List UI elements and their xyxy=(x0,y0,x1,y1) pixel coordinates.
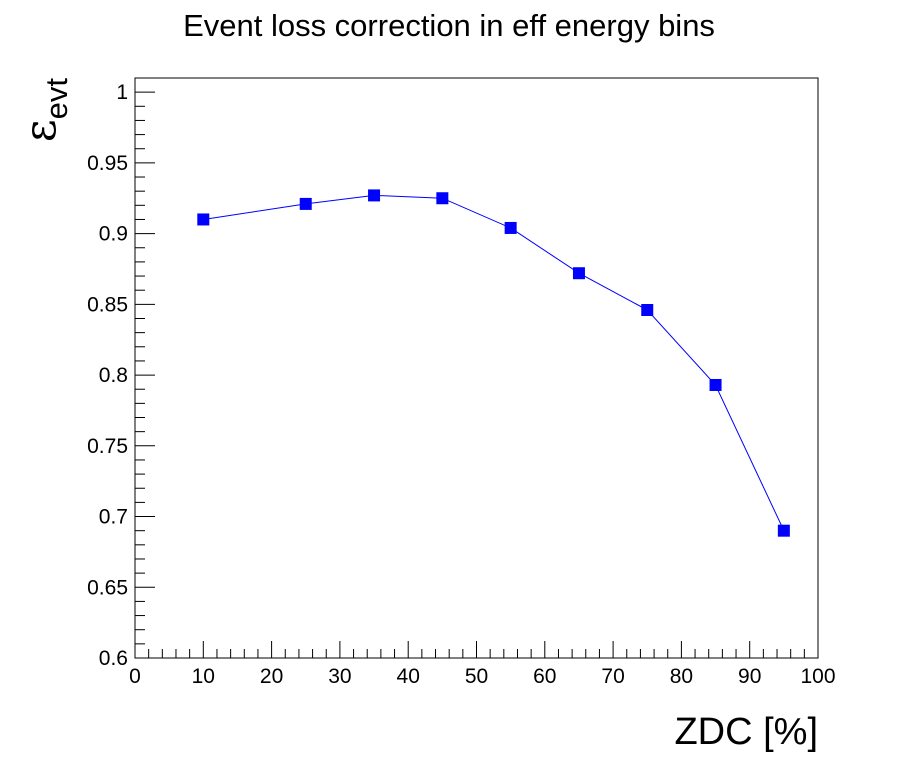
y-tick-label: 0.75 xyxy=(87,435,128,458)
y-tick-label: 0.65 xyxy=(87,576,128,599)
data-point xyxy=(777,524,790,537)
data-point xyxy=(504,221,517,234)
y-axis-label-symbol: ε xyxy=(15,119,66,142)
y-axis-label-subscript: evt xyxy=(39,78,74,120)
data-point xyxy=(368,189,381,202)
y-tick-label: 0.95 xyxy=(87,152,128,175)
y-tick-label: 0.6 xyxy=(99,647,128,670)
y-tick-label: 1 xyxy=(116,81,128,104)
data-point xyxy=(709,378,722,391)
x-tick-label: 70 xyxy=(601,665,624,688)
x-tick-label: 40 xyxy=(397,665,420,688)
series-layer xyxy=(197,189,790,537)
data-point xyxy=(299,197,312,210)
x-tick-label: 20 xyxy=(260,665,283,688)
y-tick-label: 0.7 xyxy=(99,506,128,529)
data-point xyxy=(641,304,654,316)
data-point xyxy=(436,192,449,205)
plot-frame xyxy=(134,77,819,659)
y-tick-label: 0.85 xyxy=(87,293,128,316)
series-line xyxy=(203,194,785,531)
x-tick-label: 10 xyxy=(192,665,215,688)
chart-title: Event loss correction in eff energy bins xyxy=(183,8,715,43)
x-axis: 0 10 20 30 40 50 60 70 80 90 100 xyxy=(129,641,836,688)
data-point xyxy=(197,213,210,226)
x-tick-label: 80 xyxy=(670,665,693,688)
x-tick-label: 90 xyxy=(738,665,761,688)
x-tick-label: 60 xyxy=(533,665,556,688)
x-axis-label: ZDC [%] xyxy=(674,711,818,753)
data-point xyxy=(572,267,585,280)
x-tick-label: 100 xyxy=(800,665,835,688)
y-tick-label: 0.9 xyxy=(99,223,128,246)
y-tick-label: 0.8 xyxy=(99,364,128,387)
y-axis-label: εevt xyxy=(15,78,74,143)
x-tick-label: 30 xyxy=(328,665,351,688)
x-tick-label: 0 xyxy=(129,665,141,688)
y-axis: 0.6 0.65 0.7 0.75 0.8 0.85 0.9 0.95 1 xyxy=(87,77,155,670)
x-tick-label: 50 xyxy=(465,665,488,688)
